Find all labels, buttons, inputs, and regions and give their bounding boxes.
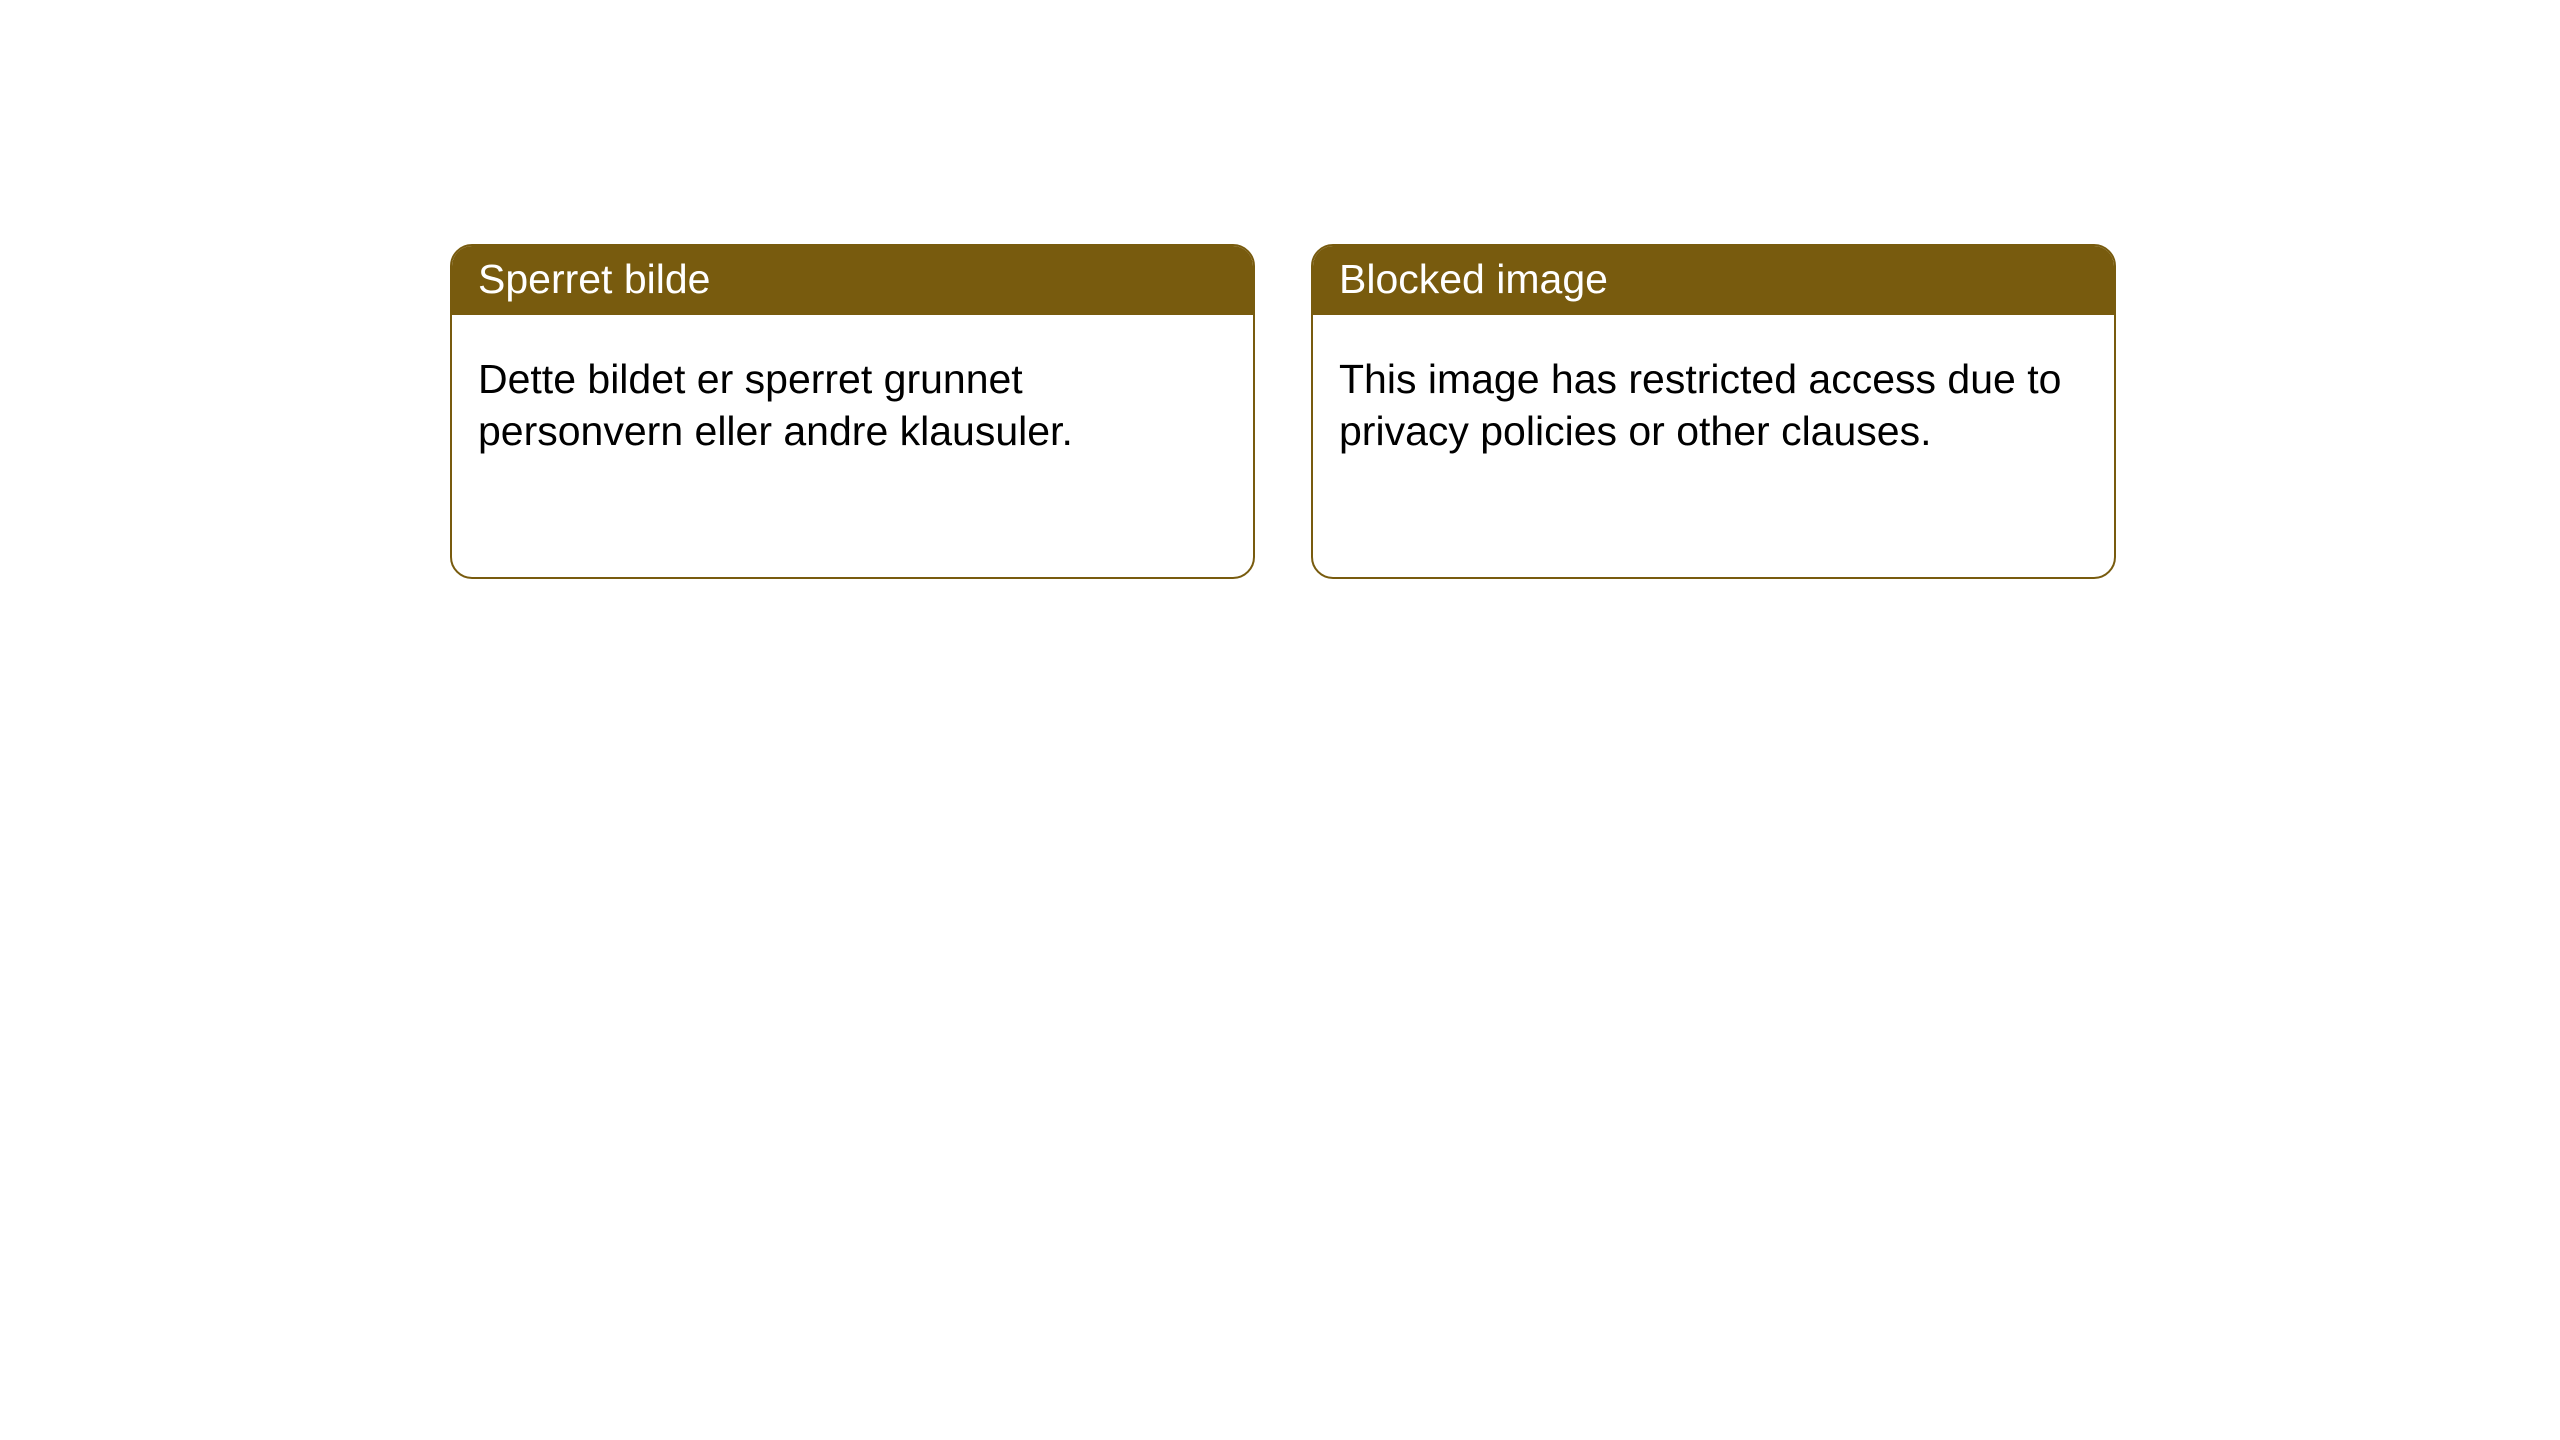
notice-header: Blocked image bbox=[1313, 246, 2114, 315]
notice-body: This image has restricted access due to … bbox=[1313, 315, 2114, 484]
notice-box-english: Blocked image This image has restricted … bbox=[1311, 244, 2116, 579]
notice-box-norwegian: Sperret bilde Dette bildet er sperret gr… bbox=[450, 244, 1255, 579]
notices-container: Sperret bilde Dette bildet er sperret gr… bbox=[0, 0, 2560, 579]
notice-body: Dette bildet er sperret grunnet personve… bbox=[452, 315, 1253, 484]
notice-body-text: This image has restricted access due to … bbox=[1339, 356, 2061, 454]
notice-header: Sperret bilde bbox=[452, 246, 1253, 315]
notice-body-text: Dette bildet er sperret grunnet personve… bbox=[478, 356, 1073, 454]
notice-title: Sperret bilde bbox=[478, 256, 710, 302]
notice-title: Blocked image bbox=[1339, 256, 1608, 302]
